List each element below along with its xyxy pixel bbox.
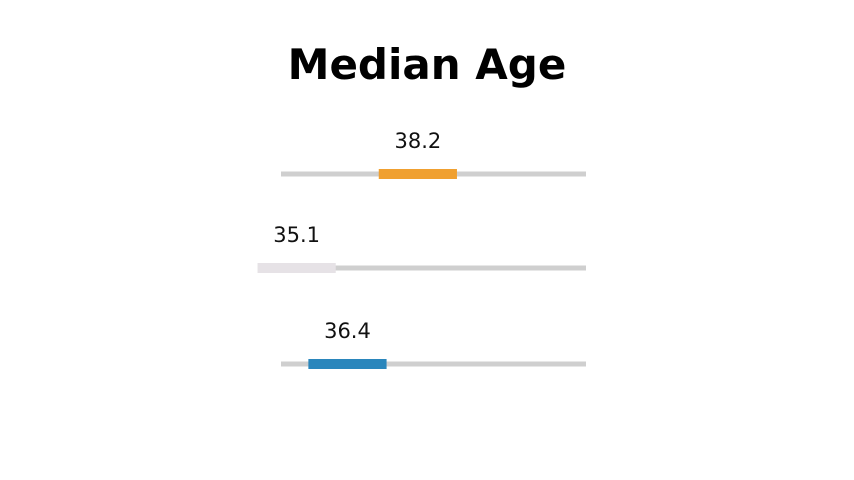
value-label: 35.1 xyxy=(273,223,320,247)
value-label: 38.2 xyxy=(394,129,441,153)
value-marker xyxy=(378,169,457,179)
value-label: 36.4 xyxy=(324,319,371,343)
value-marker xyxy=(308,359,387,369)
value-marker xyxy=(257,263,336,273)
chart-title: Median Age xyxy=(287,40,567,89)
